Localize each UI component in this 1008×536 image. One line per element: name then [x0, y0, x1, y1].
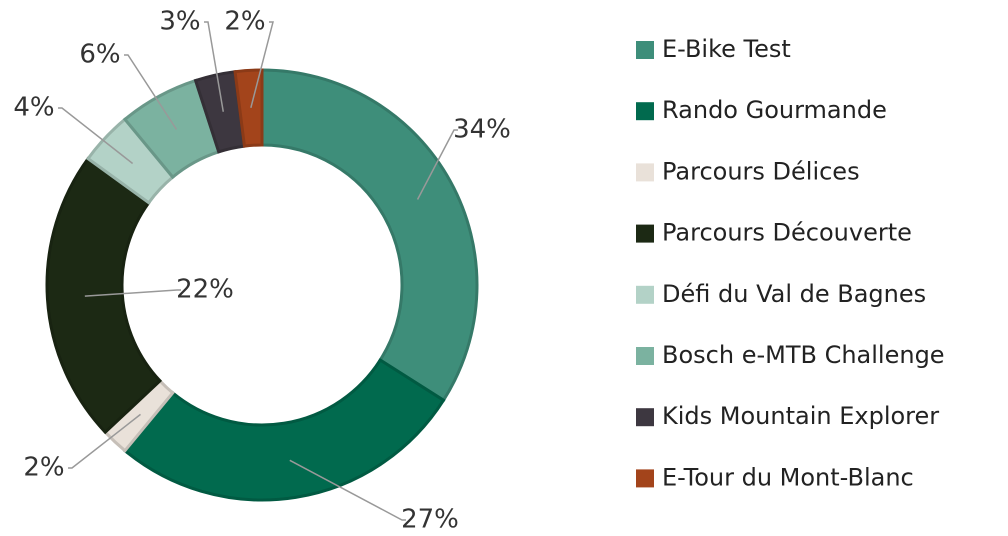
legend-label: Rando Gourmande [662, 96, 887, 124]
legend-label: Bosch e-MTB Challenge [662, 341, 945, 369]
legend-label: E-Tour du Mont-Blanc [662, 463, 914, 491]
leader-line [250, 21, 274, 109]
legend-label: Parcours Découverte [662, 219, 912, 247]
legend-swatch [636, 285, 654, 304]
donut-segment [122, 357, 446, 502]
leader-line [416, 129, 458, 200]
data-label: 2% [23, 453, 64, 483]
legend-swatch [636, 469, 654, 488]
leader-line [58, 107, 134, 165]
legend-swatch [636, 408, 654, 427]
data-label: 22% [176, 275, 234, 305]
legend-swatch [636, 41, 654, 59]
data-label: 2% [224, 7, 265, 37]
data-label: 34% [453, 115, 511, 145]
legend-swatch [636, 102, 654, 121]
leader-line [68, 413, 141, 469]
legend-label: Kids Mountain Explorer [662, 402, 939, 430]
leader-line [84, 289, 181, 297]
legend-label: Défi du Val de Bagnes [662, 280, 926, 308]
legend-label: E-Bike Test [662, 35, 791, 63]
leader-line [124, 54, 178, 130]
legend-swatch [636, 163, 654, 182]
legend-swatch [636, 224, 654, 243]
data-label: 27% [401, 505, 459, 535]
leader-line [289, 459, 406, 521]
donut-segment [260, 68, 479, 403]
data-label: 6% [79, 40, 120, 70]
leader-line [204, 21, 225, 112]
legend-label: Parcours Délices [662, 157, 860, 185]
legend-swatch [636, 347, 654, 365]
data-label: 4% [13, 93, 54, 123]
data-label: 3% [159, 7, 200, 37]
